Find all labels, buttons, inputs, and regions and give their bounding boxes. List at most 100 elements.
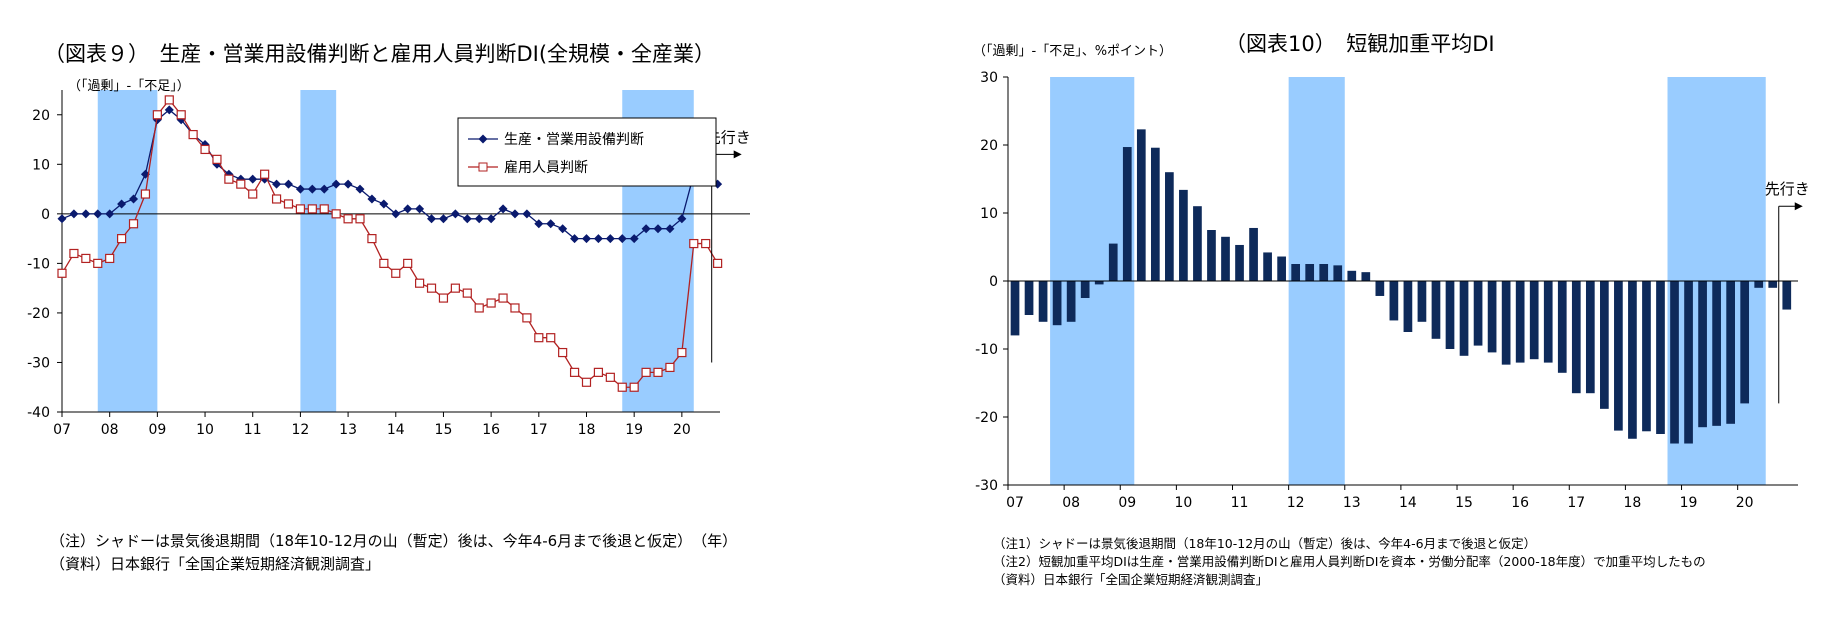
bar [1277, 256, 1286, 281]
x-tick-label: 09 [148, 422, 166, 438]
data-point [665, 224, 675, 234]
data-point [69, 248, 79, 259]
data-point [224, 169, 234, 179]
data-point [593, 367, 604, 377]
bar [1389, 281, 1399, 321]
bar [1642, 281, 1651, 432]
data-point [117, 199, 127, 209]
data-point [641, 367, 651, 377]
data-point [558, 347, 568, 358]
data-point [534, 219, 544, 229]
data-point [140, 189, 151, 199]
x-tick-label: 07 [53, 422, 71, 438]
bar [1684, 281, 1693, 444]
x-tick-label: 15 [435, 422, 453, 438]
data-point [224, 174, 234, 184]
bar [1754, 281, 1764, 288]
x-tick-label: 17 [530, 422, 548, 438]
bar [1305, 264, 1315, 281]
bar [1726, 281, 1735, 424]
bar [1782, 281, 1792, 310]
data-point [93, 209, 103, 219]
y-tick-label: -20 [975, 410, 998, 426]
data-point [391, 268, 401, 278]
data-point [510, 303, 520, 313]
data-point [415, 204, 425, 214]
bar [1445, 281, 1455, 349]
data-point [653, 224, 663, 234]
x-tick-label: 13 [339, 422, 357, 438]
x-tick-label: 12 [1287, 495, 1305, 511]
y-tick-label: 30 [980, 70, 998, 86]
data-point [474, 214, 484, 224]
bar [1431, 281, 1441, 339]
bar [1571, 281, 1581, 394]
data-point [486, 214, 496, 224]
x-tick-label: 09 [1118, 495, 1136, 511]
data-point [164, 95, 174, 105]
data-point [319, 204, 329, 214]
data-point [331, 209, 341, 219]
data-point [415, 278, 425, 288]
y-tick-label: -30 [975, 478, 998, 494]
x-tick-label: 18 [1624, 495, 1642, 511]
data-point [629, 382, 639, 392]
bar [1010, 281, 1020, 336]
bar [1024, 281, 1034, 315]
x-tick-label: 08 [101, 422, 119, 438]
data-point [140, 169, 150, 179]
forecast-label: 先行き [706, 128, 751, 146]
bar [1459, 281, 1469, 356]
bar [1529, 281, 1539, 360]
x-tick-label: 16 [1511, 495, 1529, 511]
bar [1291, 264, 1301, 281]
data-point [272, 179, 282, 189]
legend-marker [478, 134, 488, 144]
y-tick-label: 0 [989, 274, 998, 290]
data-point [677, 347, 687, 358]
x-tick-label: 20 [673, 422, 691, 438]
data-point [379, 199, 389, 209]
bar [1080, 281, 1090, 298]
data-point [367, 234, 377, 244]
bar [1656, 281, 1665, 434]
forecast-arrow-head [733, 150, 742, 159]
data-point [713, 258, 723, 268]
x-tick-label: 11 [1231, 495, 1249, 511]
data-point [522, 209, 532, 219]
data-point [426, 283, 437, 293]
bar [1165, 172, 1174, 281]
data-point [307, 184, 317, 194]
data-point [450, 209, 460, 219]
data-point [474, 303, 484, 313]
x-tick-label: 10 [196, 422, 214, 438]
bar [1066, 281, 1076, 322]
data-point [331, 179, 341, 189]
bar [1375, 281, 1385, 296]
data-point [212, 154, 222, 164]
data-point [391, 209, 401, 219]
data-point [701, 238, 711, 249]
forecast-label: 先行き [1765, 180, 1810, 198]
x-tick-label: 12 [291, 422, 309, 438]
data-point [510, 209, 520, 219]
data-point [450, 283, 460, 293]
bar [1347, 270, 1357, 281]
data-point [581, 377, 592, 387]
data-point [677, 214, 687, 224]
x-tick-label: 13 [1343, 495, 1361, 511]
left-chart-source: （資料）日本銀行「全国企業短期経済観測調査」 [50, 555, 381, 573]
bar [1249, 227, 1258, 281]
y-tick-label: 0 [41, 207, 50, 223]
data-point [105, 209, 115, 219]
x-tick-label: 17 [1567, 495, 1585, 511]
right-chart-source: （資料）日本銀行「全国企業短期経済観測調査」 [993, 572, 1269, 587]
data-point [117, 234, 127, 244]
bar [1712, 281, 1721, 426]
bar [1136, 129, 1146, 281]
data-point [93, 258, 103, 268]
bar [1361, 272, 1371, 281]
data-point [605, 234, 615, 244]
bar [1768, 281, 1778, 288]
bar [1501, 281, 1511, 365]
